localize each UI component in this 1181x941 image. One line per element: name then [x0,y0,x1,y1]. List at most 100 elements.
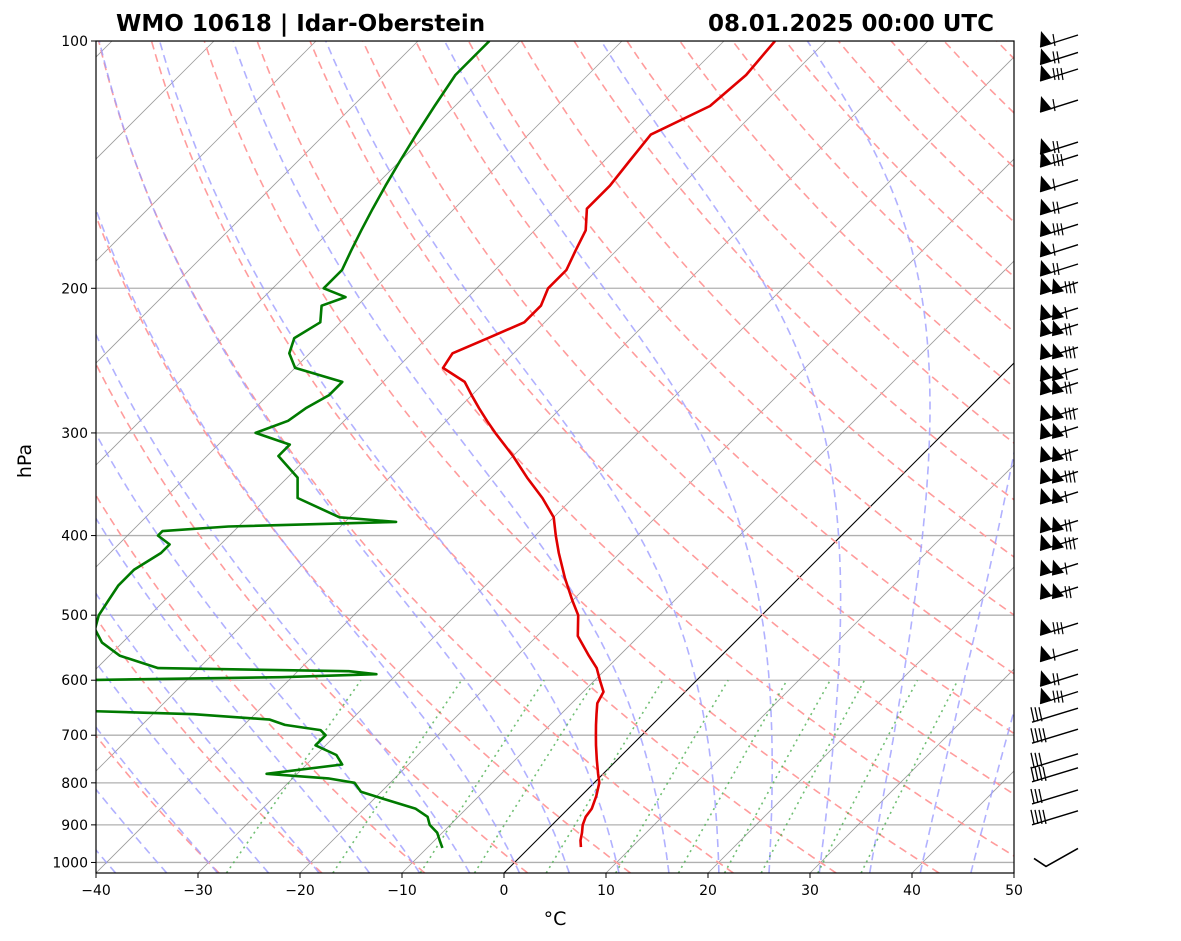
wind-barbs-column [1031,31,1078,866]
wind-barb [1040,220,1078,236]
x-tick-label: −10 [387,883,417,899]
wind-barb [1040,517,1078,533]
dry-adiabat [152,41,837,873]
isotherm-line [0,41,826,873]
moist-adiabat [99,41,569,873]
x-axis-label: °C [544,908,567,930]
moist-adiabat [5,41,470,873]
isotherm-line [0,41,418,873]
y-axis-label: hPa [14,444,36,478]
x-tick-label: −20 [285,883,315,899]
wind-barb [1040,379,1078,395]
wind-barb [1040,468,1078,484]
isotherm-line [0,41,10,873]
wind-barb [1034,848,1078,866]
mixing-ratio-line [725,680,831,873]
wind-barb [1040,670,1078,686]
mixing-ratio-line [818,680,918,873]
isotherm-line [810,41,1181,873]
wind-barb [1040,278,1078,294]
wind-barb [1040,260,1078,276]
moist-adiabat [971,41,1181,873]
moist-adiabat [0,41,369,873]
pressure-axis: 100 200 300 400 500 600 700 800 900 1000 [52,34,96,871]
isotherm-line [1014,41,1181,873]
wind-barb [1040,446,1078,462]
temperature-axis: −40 −30 −20 −10 0 10 20 30 40 50 [81,873,1023,899]
wind-barb [1040,65,1078,81]
dry-adiabat [786,41,1181,873]
moist-adiabat [0,41,420,873]
x-tick-label: 0 [500,883,509,899]
x-tick-label: 30 [801,883,819,899]
dry-adiabat [680,41,1181,873]
moist-adiabat [601,41,840,873]
wind-barb [1040,199,1078,215]
wind-barb [1040,423,1078,439]
wind-barb [1031,767,1078,782]
dry-adiabat [1050,41,1181,873]
isotherm-line [606,41,1181,873]
y-tick-label: 200 [61,281,88,297]
x-tick-label: −40 [81,883,111,899]
y-tick-label: 700 [61,728,88,744]
moist-adiabat [0,41,319,873]
wind-barb [1040,151,1078,167]
wind-barb [1040,488,1078,504]
moist-adiabat [0,41,269,873]
chart-title-left: WMO 10618 | Idar-Oberstein [116,11,485,37]
dry-adiabat [99,41,734,873]
wind-barb [1040,138,1078,154]
wind-barb [1040,534,1078,550]
dry-adiabat [0,41,528,873]
wind-barb [1040,365,1078,381]
moist-adiabat [160,41,619,873]
wind-barb [1040,96,1078,112]
x-tick-label: 50 [1005,883,1023,899]
wind-barb [1031,728,1078,743]
y-tick-label: 800 [61,776,88,792]
wind-barb [1040,560,1078,576]
wind-barb [1040,241,1078,257]
background-reference-lines [0,41,1181,873]
isotherm-line [300,41,1132,873]
dry-adiabat [997,41,1181,873]
wind-barb [1040,304,1078,320]
dewpoint-profile [0,41,489,848]
wind-barb [1040,405,1078,421]
dry-adiabat [46,41,631,873]
dry-adiabat [733,41,1181,873]
wind-barb [1040,646,1078,662]
y-tick-label: 500 [61,608,88,624]
wind-barb [1040,176,1078,192]
dry-adiabat [838,41,1181,873]
x-tick-label: 20 [699,883,717,899]
y-tick-label: 1000 [52,855,88,871]
wind-barb [1031,810,1078,825]
temperature-profile [443,41,775,847]
moist-adiabat [920,41,1048,873]
x-tick-label: 40 [903,883,921,899]
x-tick-label: −30 [183,883,213,899]
moist-adiabat [807,41,930,873]
dry-adiabat [469,41,1181,873]
dry-adiabat [627,41,1181,873]
chart-title-right: 08.01.2025 00:00 UTC [708,11,994,37]
wind-barb [1040,343,1078,359]
y-tick-label: 100 [61,34,88,50]
isotherm-line [402,41,1181,873]
dry-adiabat [310,41,1145,873]
wind-barb [1040,688,1078,704]
y-tick-label: 400 [61,529,88,545]
wind-barb [1031,753,1078,768]
y-tick-label: 900 [61,818,88,834]
y-tick-label: 600 [61,673,88,689]
y-tick-label: 300 [61,426,88,442]
wind-barb [1040,320,1078,336]
x-tick-label: 10 [597,883,615,899]
wind-barb [1031,707,1078,722]
wind-barb [1040,48,1078,64]
dry-adiabat [0,41,322,873]
zero-isotherm [504,41,1181,873]
